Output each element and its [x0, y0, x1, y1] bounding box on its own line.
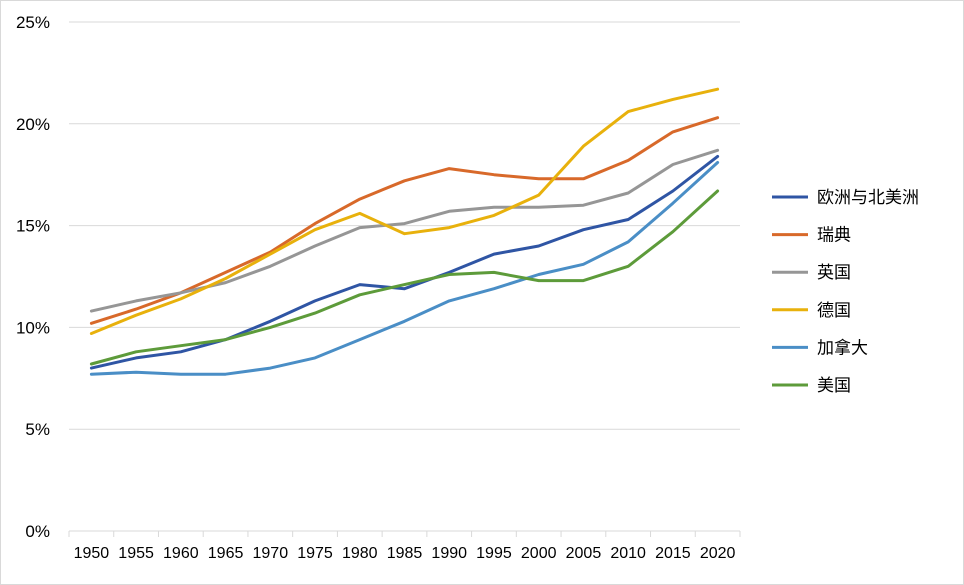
- x-axis: 1950 1955 1960 1965 1970 1975 1980 1985 1990 1995…: [68, 530, 741, 562]
- x-tick-label: 1975: [297, 545, 333, 562]
- series-line-1: [89, 116, 720, 325]
- x-tick-label: 1990: [431, 545, 467, 562]
- x-tick-label: 1995: [476, 545, 512, 562]
- legend-label: 欧洲与北美洲: [817, 188, 919, 207]
- x-tick-label: 2005: [566, 545, 602, 562]
- series-lines: [89, 87, 720, 376]
- x-tick-label: 1960: [163, 545, 199, 562]
- y-tick-label: 5%: [25, 420, 50, 439]
- series-line-5: [89, 189, 720, 366]
- x-tick-label: 2010: [610, 545, 646, 562]
- x-tick-label: 2015: [655, 545, 691, 562]
- x-tick-label: 1980: [342, 545, 378, 562]
- y-tick-label: 15%: [16, 217, 50, 236]
- x-tick-label: 1955: [118, 545, 154, 562]
- series-line-0: [89, 154, 720, 370]
- gridlines: [69, 21, 740, 430]
- series-line-2: [89, 148, 720, 313]
- x-tick-label: 2020: [700, 545, 736, 562]
- x-tick-label: 1985: [387, 545, 423, 562]
- x-tick-label: 1970: [253, 545, 289, 562]
- legend-label: 美国: [817, 376, 851, 395]
- x-tick-label: 1965: [208, 545, 244, 562]
- series-line-4: [89, 161, 720, 376]
- y-tick-label: 10%: [16, 318, 50, 337]
- y-tick-label: 20%: [16, 115, 50, 134]
- legend-label: 德国: [817, 301, 851, 320]
- legend-label: 加拿大: [817, 337, 868, 357]
- y-tick-label: 25%: [16, 13, 50, 32]
- series-line-3: [89, 87, 720, 335]
- y-axis-ticks: 0% 5% 10% 15% 20% 25%: [16, 13, 50, 541]
- legend-label: 英国: [817, 263, 851, 282]
- x-tick-label: 1950: [74, 545, 110, 562]
- x-tick-label: 2000: [521, 545, 557, 562]
- y-tick-label: 0%: [25, 522, 50, 541]
- legend-label: 瑞典: [817, 226, 851, 245]
